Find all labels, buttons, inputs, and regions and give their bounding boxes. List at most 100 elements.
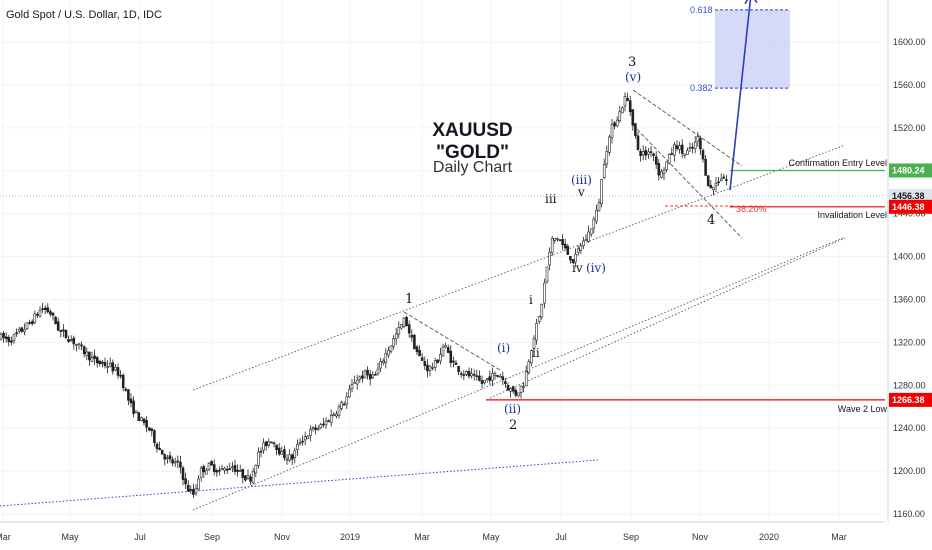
candle-14 bbox=[36, 311, 39, 319]
wave-label-4: 4 bbox=[707, 213, 715, 228]
candle-49 bbox=[127, 389, 130, 406]
candle-16 bbox=[41, 303, 44, 313]
candle-36 bbox=[93, 349, 96, 365]
chart-subtitle: Daily Chart bbox=[432, 159, 513, 176]
candle-144 bbox=[374, 371, 377, 376]
candle-72 bbox=[186, 480, 190, 492]
wave-label-v-minor: (v) bbox=[625, 70, 641, 84]
candle-90 bbox=[233, 459, 237, 475]
candle-251 bbox=[652, 152, 655, 162]
candle-252 bbox=[654, 151, 658, 169]
candle-226 bbox=[587, 225, 590, 243]
candle-12 bbox=[30, 319, 34, 326]
wave-label-iii: iii bbox=[545, 192, 557, 206]
candle-256 bbox=[665, 161, 668, 173]
candle-161 bbox=[418, 345, 421, 357]
chart-title: XAUUSD "GOLD" bbox=[432, 120, 513, 163]
price-tick: 1320.00 bbox=[893, 337, 926, 347]
candle-71 bbox=[184, 472, 187, 490]
candle-203 bbox=[527, 359, 531, 375]
candle-233 bbox=[605, 145, 609, 168]
candle-45 bbox=[116, 363, 120, 379]
candle-193 bbox=[501, 371, 505, 385]
candle-122 bbox=[316, 425, 320, 432]
flag-upper bbox=[632, 89, 743, 167]
candle-216 bbox=[561, 234, 564, 251]
candle-4 bbox=[10, 336, 13, 346]
candle-162 bbox=[420, 352, 424, 362]
candle-0 bbox=[0, 332, 3, 341]
time-tick: May bbox=[61, 532, 79, 542]
candle-170 bbox=[441, 343, 445, 357]
candle-187 bbox=[485, 378, 489, 383]
candle-186 bbox=[483, 379, 486, 385]
candle-225 bbox=[584, 234, 588, 241]
candle-10 bbox=[25, 322, 29, 331]
price-axis[interactable]: 1160.00 1200.00 1240.00 1280.00 1320.00 1360.… bbox=[887, 0, 926, 522]
candle-109 bbox=[283, 445, 286, 461]
candle-64 bbox=[166, 454, 169, 464]
arrow-head bbox=[744, 0, 758, 5]
time-tick: Mar bbox=[0, 532, 11, 542]
fib-0618-label: 0.618 bbox=[690, 5, 713, 15]
candle-262 bbox=[680, 139, 684, 159]
projection-arrow bbox=[729, 0, 758, 191]
wave-label-iii-minor: (iii) bbox=[571, 173, 592, 187]
candle-160 bbox=[415, 345, 419, 356]
candle-33 bbox=[85, 347, 89, 361]
candle-113 bbox=[293, 447, 297, 464]
candle-104 bbox=[270, 441, 273, 444]
candle-21 bbox=[54, 316, 57, 325]
candle-34 bbox=[88, 351, 91, 366]
candle-107 bbox=[277, 443, 281, 456]
candle-123 bbox=[319, 422, 323, 430]
time-axis[interactable]: Mar May Jul Sep Nov 2019 Mar May Jul Sep Nov 2020 Ma… bbox=[0, 521, 885, 542]
candle-195 bbox=[506, 382, 510, 391]
candle-67 bbox=[173, 457, 177, 467]
candle-156 bbox=[405, 315, 408, 327]
candle-232 bbox=[602, 158, 606, 180]
candle-169 bbox=[439, 348, 442, 365]
candle-76 bbox=[197, 475, 200, 491]
candle-121 bbox=[314, 424, 317, 435]
badge-label: 1480.24 bbox=[892, 165, 925, 175]
candle-228 bbox=[592, 216, 596, 234]
badge-3: 1266.38 bbox=[889, 392, 932, 407]
candle-168 bbox=[436, 358, 440, 364]
candle-61 bbox=[158, 441, 161, 451]
candle-137 bbox=[355, 374, 359, 390]
candle-148 bbox=[384, 348, 388, 369]
candle-242 bbox=[628, 95, 632, 116]
candle-103 bbox=[267, 438, 271, 448]
candle-254 bbox=[660, 168, 663, 179]
time-tick: May bbox=[482, 532, 500, 542]
wave-label-ii: ii bbox=[532, 346, 540, 360]
candle-257 bbox=[667, 153, 671, 165]
channel-outer bbox=[489, 237, 846, 399]
candle-129 bbox=[335, 410, 338, 419]
candle-117 bbox=[303, 431, 307, 446]
candle-234 bbox=[608, 134, 611, 156]
candle-66 bbox=[171, 456, 174, 467]
candle-189 bbox=[491, 367, 494, 387]
candle-114 bbox=[296, 439, 299, 456]
time-tick: Sep bbox=[623, 532, 639, 542]
candle-35 bbox=[90, 351, 94, 362]
badge-label: 1446.38 bbox=[892, 202, 925, 212]
support-trend bbox=[0, 459, 599, 507]
badge-1: 1456.38 bbox=[889, 189, 932, 204]
candle-78 bbox=[202, 464, 206, 478]
candle-18 bbox=[46, 303, 50, 314]
candle-24 bbox=[62, 324, 65, 337]
candle-197 bbox=[511, 385, 515, 394]
candle-92 bbox=[238, 464, 242, 472]
candle-85 bbox=[220, 464, 224, 471]
candle-28 bbox=[72, 335, 76, 350]
candle-38 bbox=[98, 359, 102, 367]
candle-178 bbox=[462, 370, 466, 380]
candle-116 bbox=[301, 435, 304, 446]
candle-19 bbox=[49, 309, 52, 317]
candle-245 bbox=[636, 131, 640, 152]
candle-124 bbox=[322, 417, 325, 428]
